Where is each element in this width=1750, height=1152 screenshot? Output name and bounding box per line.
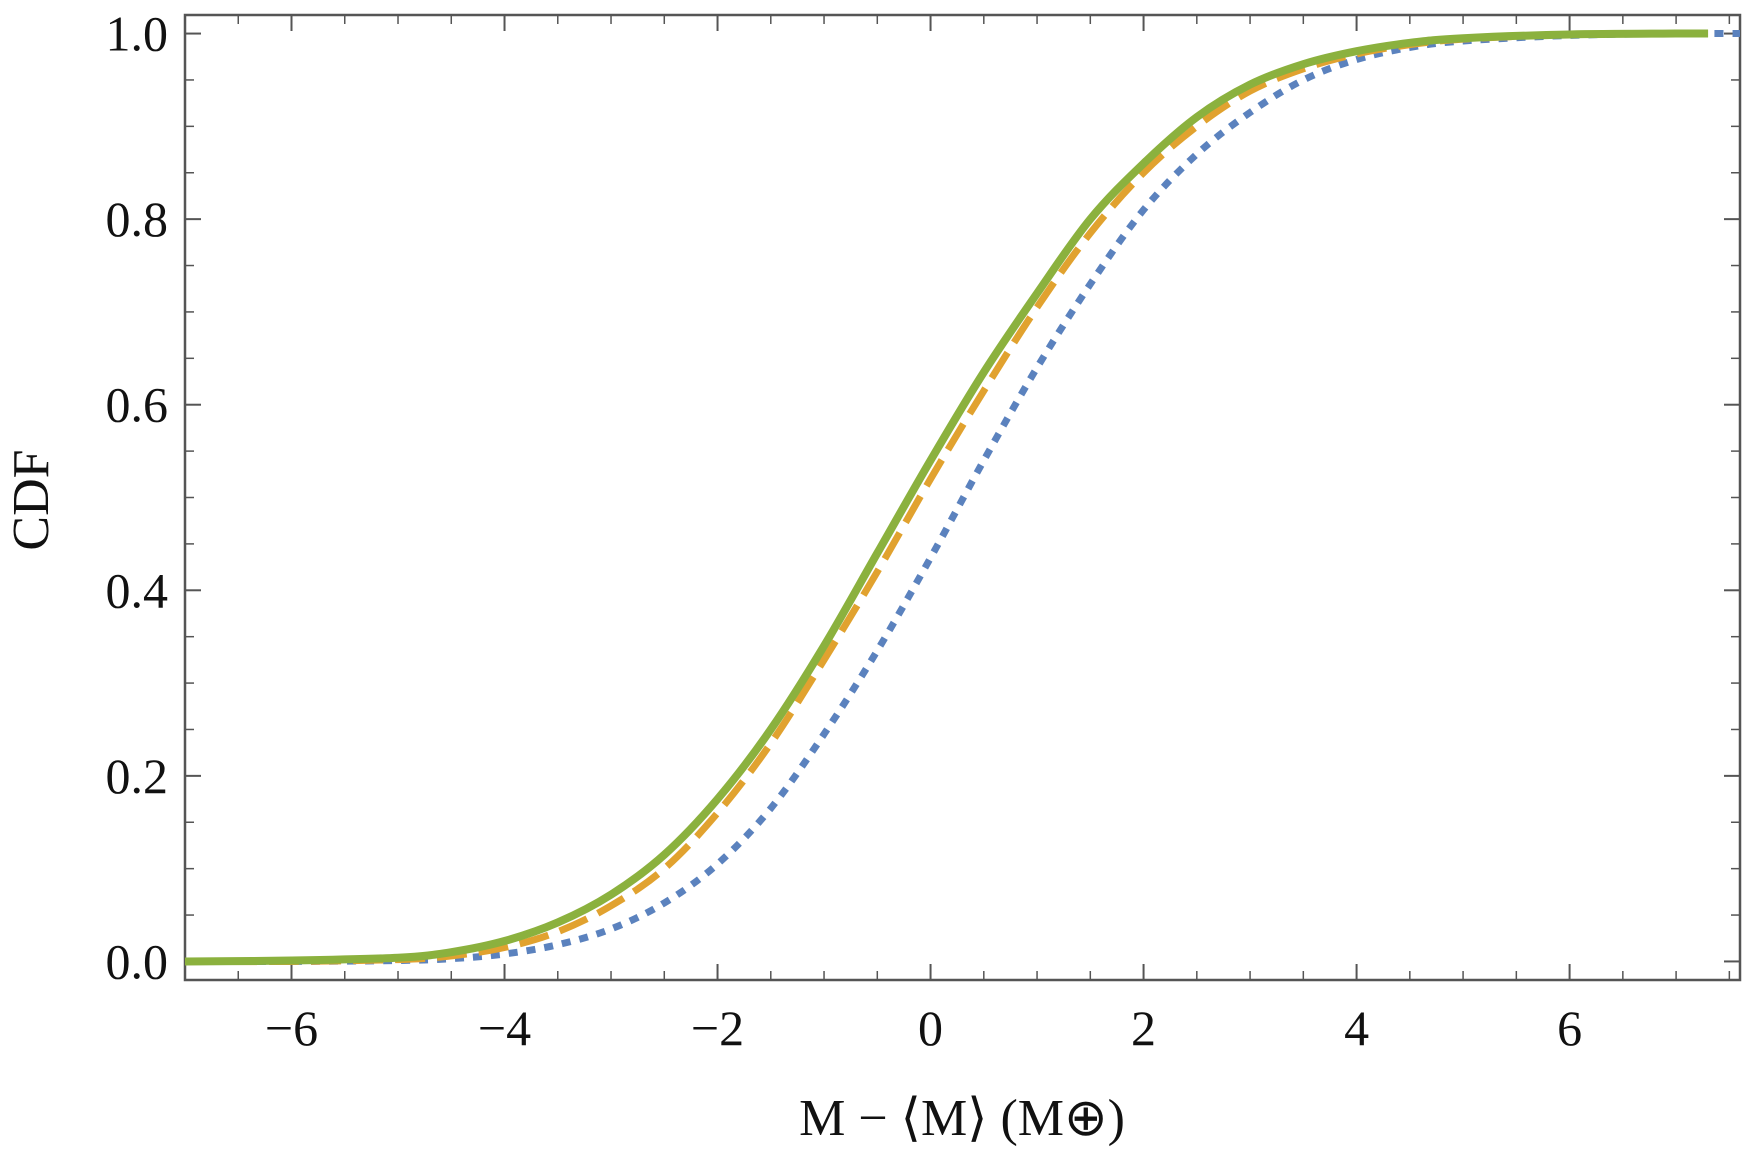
series-layer <box>184 29 1741 966</box>
y-tick-label: 0.4 <box>106 562 169 618</box>
x-tick-label: 6 <box>1557 1000 1582 1056</box>
y-tick-label: 0.0 <box>106 933 169 989</box>
y-tick-label: 1.0 <box>106 6 169 62</box>
x-tick-label: −6 <box>265 1000 318 1056</box>
x-tick-label: 2 <box>1131 1000 1156 1056</box>
y-tick-labels: 0.0 0.2 0.4 0.6 0.8 1.0 <box>106 6 169 990</box>
minor-ticks <box>184 15 1740 980</box>
y-tick-label: 0.6 <box>106 377 169 433</box>
x-tick-labels: −6 −4 −2 0 2 4 6 <box>265 1000 1582 1056</box>
y-tick-label: 0.8 <box>106 191 169 247</box>
y-tick-label: 0.2 <box>106 748 169 804</box>
x-axis-title: M − ⟨M⟩ (M⊕) <box>799 1090 1125 1147</box>
x-tick-label: 0 <box>918 1000 943 1056</box>
series-line-solid <box>184 29 1709 966</box>
x-tick-label: −2 <box>691 1000 744 1056</box>
x-tick-label: −4 <box>478 1000 531 1056</box>
y-axis-title: CDF <box>3 449 60 550</box>
x-tick-label: 4 <box>1344 1000 1369 1056</box>
